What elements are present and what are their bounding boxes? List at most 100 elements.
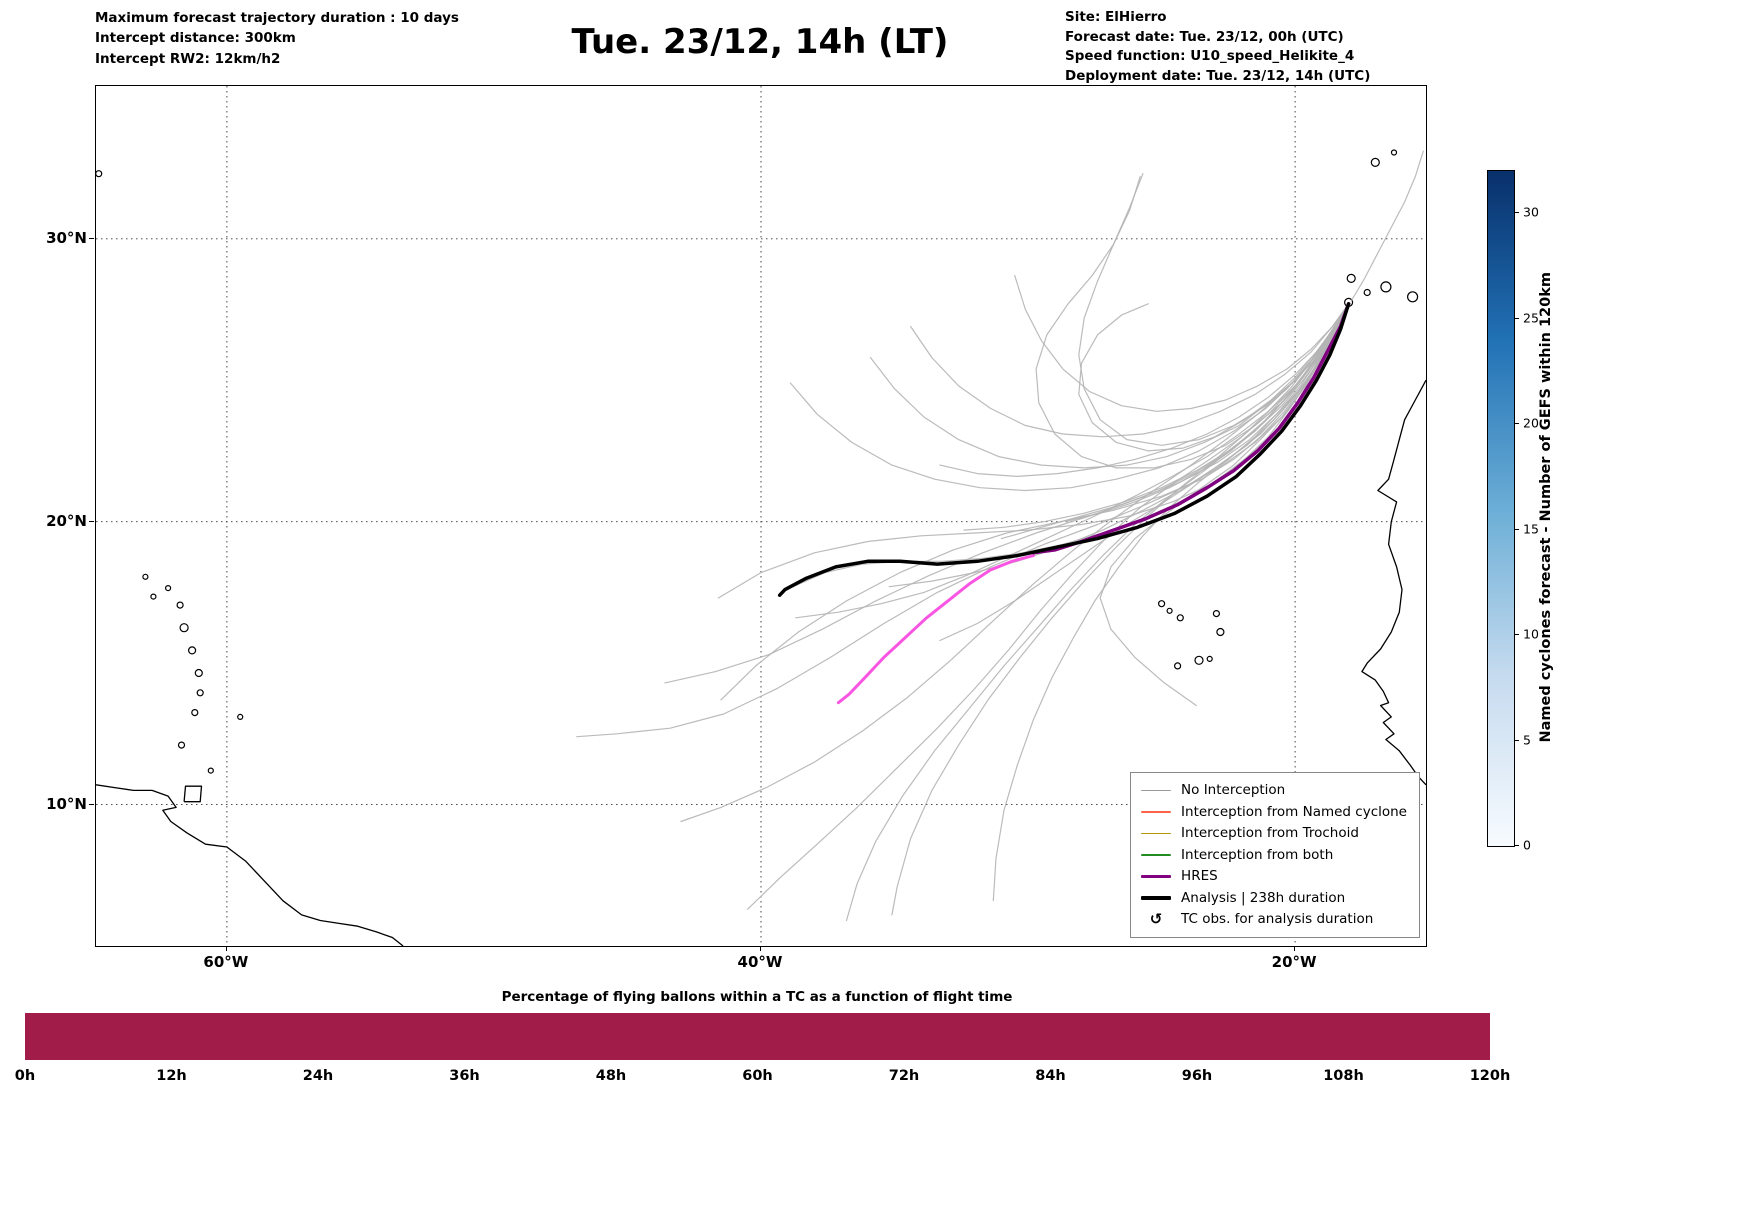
ensemble-trajectory (720, 303, 1350, 701)
y-tick-label: 30°N (46, 228, 87, 247)
colorbar-label-text: Named cyclones forecast - Number of GEFS… (1538, 272, 1554, 743)
legend: No Interception Interception from Named c… (1130, 771, 1420, 938)
colorbar-tick-label: 15 (1523, 521, 1539, 537)
island (1346, 273, 1356, 283)
island (179, 623, 189, 633)
colorbar-tick-label: 30 (1523, 204, 1539, 220)
intercept-distance-text: Intercept distance: 300km (95, 30, 296, 47)
island (1206, 655, 1213, 663)
legend-item: Interception from both (1141, 844, 1407, 866)
bottom-tick-label: 120h (1469, 1068, 1511, 1084)
island (1212, 609, 1221, 618)
island (96, 170, 103, 178)
ensemble-trajectory (910, 303, 1350, 438)
legend-item: Analysis | 238h duration (1141, 887, 1407, 909)
tc-obs-icon: ↺ (1149, 909, 1163, 928)
island (150, 593, 157, 600)
legend-label: Interception from Named cyclone (1181, 803, 1407, 820)
island (1166, 607, 1173, 614)
legend-label: No Interception (1181, 782, 1286, 799)
x-tick-mark (760, 946, 762, 951)
ensemble-trajectory (939, 303, 1350, 477)
ensemble-trajectory (747, 303, 1350, 910)
island (237, 713, 244, 721)
bottom-tick-label: 12h (156, 1068, 187, 1084)
island (1216, 627, 1225, 637)
island (164, 585, 172, 592)
ensemble-trajectory (992, 303, 1350, 902)
ensemble-trajectory (680, 303, 1350, 823)
bottom-chart-title: Percentage of flying ballons within a TC… (501, 989, 1013, 1005)
y-tick-mark (89, 520, 94, 522)
y-tick-label: 20°N (46, 511, 87, 530)
speed-function-text: Speed function: U10_speed_Helikite_4 (1065, 48, 1355, 65)
colorbar (1487, 170, 1515, 847)
legend-label: Interception from both (1181, 846, 1334, 863)
island (1390, 149, 1398, 156)
ensemble-trajectory (845, 303, 1350, 922)
island (1176, 614, 1184, 622)
site-text: Site: ElHierro (1065, 9, 1167, 25)
map-canvas (96, 86, 1426, 946)
legend-line-sample (1141, 854, 1172, 856)
island (191, 708, 199, 717)
colorbar-tick-mark (1514, 845, 1519, 847)
legend-line-sample (1141, 832, 1172, 834)
ensemble-trajectory (1014, 274, 1350, 412)
colorbar-label: Named cyclones forecast - Number of GEFS… (1538, 170, 1554, 845)
colorbar-tick-label: 5 (1523, 732, 1531, 748)
y-tick-mark (89, 803, 94, 805)
island (1370, 157, 1380, 168)
ensemble-trajectory (1350, 150, 1424, 302)
colorbar-tick-label: 10 (1523, 626, 1539, 642)
bottom-tick-label: 60h (742, 1068, 773, 1084)
legend-label: Analysis | 238h duration (1181, 889, 1346, 906)
legend-line-sample (1141, 811, 1172, 813)
legend-item: HRES (1141, 866, 1407, 888)
island (1380, 281, 1392, 293)
magenta-trajectory (836, 554, 1035, 705)
legend-line-sample (1141, 789, 1172, 791)
header-right: Site: ElHierro Forecast date: Tue. 23/12… (1065, 8, 1370, 86)
coastline (96, 784, 404, 946)
legend-item: Interception from Named cyclone (1141, 801, 1407, 823)
bottom-tick-label: 36h (449, 1068, 480, 1084)
ensemble-trajectory (869, 303, 1350, 469)
island (1406, 291, 1419, 303)
island (176, 601, 184, 609)
colorbar-tick-mark (1514, 739, 1519, 741)
x-tick-label: 20°W (1271, 953, 1317, 971)
bottom-tick-label: 96h (1181, 1068, 1213, 1084)
bottom-tick-label: 0h (14, 1068, 36, 1084)
legend-label: TC obs. for analysis duration (1181, 911, 1374, 928)
ensemble-trajectory (789, 303, 1350, 492)
ensemble-trajectory (795, 303, 1350, 619)
x-tick-mark (225, 946, 228, 951)
hres-trajectory (1031, 302, 1351, 555)
island (207, 767, 214, 774)
forecast-date-text: Forecast date: Tue. 23/12, 00h (UTC) (1065, 28, 1344, 45)
ensemble-trajectory (1035, 175, 1350, 469)
colorbar-tick-label: 20 (1523, 415, 1539, 431)
bottom-tick-label: 108h (1323, 1068, 1364, 1084)
ensemble-trajectory (891, 303, 1350, 916)
colorbar-tick-mark (1514, 528, 1519, 530)
island (194, 668, 203, 678)
legend-line-sample (1141, 874, 1172, 878)
island (177, 741, 186, 749)
coastline (183, 785, 203, 803)
island (1173, 662, 1182, 670)
analysis-trajectory (777, 302, 1351, 597)
ensemble-trajectory (963, 303, 1350, 531)
max-duration-text: Maximum forecast trajectory duration : 1… (95, 10, 459, 26)
bottom-tick-label: 48h (595, 1068, 627, 1084)
colorbar-tick-mark (1514, 317, 1519, 319)
island (1194, 655, 1204, 665)
ensemble-trajectory (664, 303, 1350, 684)
intercept-rw2-text: Intercept RW2: 12km/h2 (95, 50, 281, 67)
coastline (1361, 379, 1426, 786)
bottom-tick-label: 84h (1035, 1068, 1066, 1084)
x-tick-mark (1294, 946, 1296, 951)
ensemble-trajectory (1078, 173, 1350, 446)
